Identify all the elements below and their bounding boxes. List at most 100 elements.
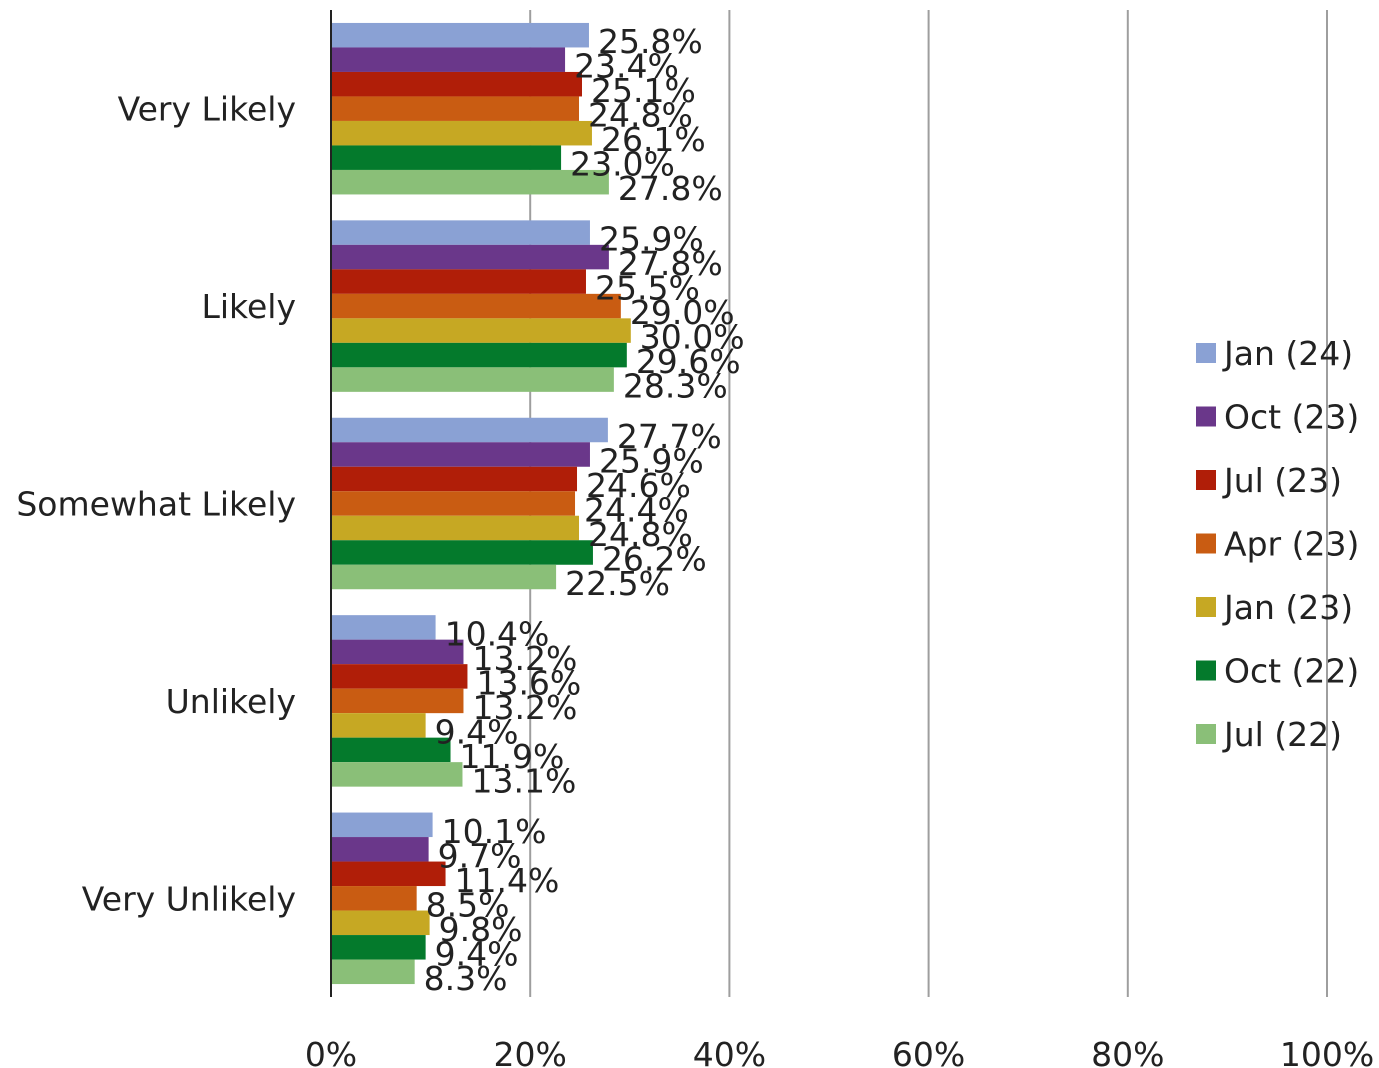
legend-swatch [1196, 597, 1216, 617]
data-label: 23.4% [574, 47, 679, 86]
data-label: 24.4% [584, 491, 689, 530]
x-tick-label: 20% [494, 1035, 567, 1068]
legend-label: Oct (22) [1224, 652, 1359, 691]
bars [332, 22, 631, 985]
data-label: 29.0% [630, 293, 735, 332]
data-label: 13.2% [472, 639, 577, 678]
x-tick-label: 0% [305, 1035, 357, 1068]
bar [332, 861, 446, 887]
bar [332, 688, 464, 714]
data-labels: 25.8%23.4%25.1%24.8%26.1%23.0%27.8%25.9%… [424, 22, 745, 998]
x-tick-labels: 0% 20% 40% 60% 80% 100% [305, 1035, 1374, 1068]
legend-label: Jul (23) [1222, 461, 1342, 500]
data-label: 10.4% [445, 614, 550, 653]
data-label: 22.5% [565, 564, 670, 603]
bar [332, 71, 582, 97]
data-label: 25.9% [599, 442, 704, 481]
bar [332, 22, 589, 48]
legend-swatch [1196, 406, 1216, 427]
category-label: Somewhat Likely [16, 485, 296, 524]
bar [332, 145, 562, 170]
data-label: 25.9% [599, 220, 704, 259]
legend-swatch [1196, 470, 1216, 490]
data-label: 9.4% [435, 712, 519, 751]
data-label: 8.5% [426, 885, 510, 924]
data-label: 26.1% [601, 120, 706, 159]
data-label: 8.3% [424, 959, 508, 998]
data-label: 28.3% [623, 367, 728, 406]
data-label: 13.6% [476, 663, 581, 702]
data-label: 26.2% [602, 540, 707, 579]
bar [332, 96, 580, 121]
bar [332, 540, 593, 565]
bar [332, 220, 590, 245]
data-label: 29.6% [636, 342, 741, 381]
bar [332, 442, 590, 467]
bar [332, 910, 430, 936]
bar [332, 812, 433, 838]
data-label: 23.0% [570, 145, 675, 184]
bar [332, 762, 463, 787]
data-label: 27.8% [618, 244, 723, 283]
bar [332, 47, 566, 72]
bar [332, 342, 627, 368]
data-label: 24.8% [588, 515, 693, 554]
legend: Jan (24) Oct (23) Jul (23) Apr (23) Jan (23)… [1196, 334, 1359, 754]
data-label: 24.8% [588, 96, 693, 135]
bar [332, 417, 608, 443]
data-label: 9.7% [438, 836, 522, 875]
bar [332, 515, 580, 541]
category-label: Very Likely [118, 90, 296, 129]
bar [332, 169, 609, 195]
bar [332, 293, 621, 319]
data-label: 11.9% [460, 737, 565, 776]
category-label: Likely [202, 287, 297, 326]
x-tick-label: 80% [1091, 1035, 1164, 1068]
bar [332, 713, 426, 738]
legend-label: Jul (22) [1222, 715, 1342, 754]
data-label: 27.8% [618, 169, 723, 208]
data-label: 25.5% [595, 269, 700, 308]
legend-label: Oct (23) [1224, 398, 1359, 437]
x-tick-label: 100% [1280, 1035, 1374, 1068]
category-labels: Very Likely Likely Somewhat Likely Unlikely… [16, 90, 296, 919]
bar [332, 466, 578, 492]
bar [332, 367, 614, 392]
data-label: 25.1% [591, 71, 696, 110]
legend-label: Jan (24) [1222, 334, 1353, 373]
data-label: 9.8% [439, 910, 523, 949]
data-label: 25.8% [598, 22, 703, 61]
legend-label: Apr (23) [1224, 525, 1359, 564]
bar [332, 269, 586, 294]
bar [332, 120, 592, 146]
bar [332, 959, 415, 985]
data-label: 30.0% [640, 318, 745, 357]
x-tick-label: 40% [693, 1035, 766, 1068]
bar [332, 564, 557, 590]
legend-swatch [1196, 533, 1216, 554]
gridlines [529, 10, 1328, 997]
bar [332, 664, 468, 689]
bar [332, 615, 436, 640]
bar [332, 935, 426, 960]
data-label: 9.4% [435, 934, 519, 973]
data-label: 27.7% [617, 417, 722, 456]
legend-swatch [1196, 343, 1216, 363]
data-label: 10.1% [442, 812, 547, 851]
legend-swatch [1196, 724, 1216, 744]
legend-label: Jan (23) [1222, 588, 1353, 627]
bar [332, 837, 429, 862]
bar [332, 737, 451, 763]
bar [332, 491, 576, 516]
data-label: 11.4% [455, 861, 560, 900]
bar [332, 886, 417, 911]
bar [332, 318, 631, 343]
category-label: Very Unlikely [82, 879, 296, 918]
data-label: 24.6% [586, 466, 691, 505]
category-label: Unlikely [166, 682, 296, 721]
bar [332, 244, 609, 270]
legend-swatch [1196, 660, 1216, 681]
x-tick-label: 60% [892, 1035, 965, 1068]
bar [332, 639, 464, 665]
